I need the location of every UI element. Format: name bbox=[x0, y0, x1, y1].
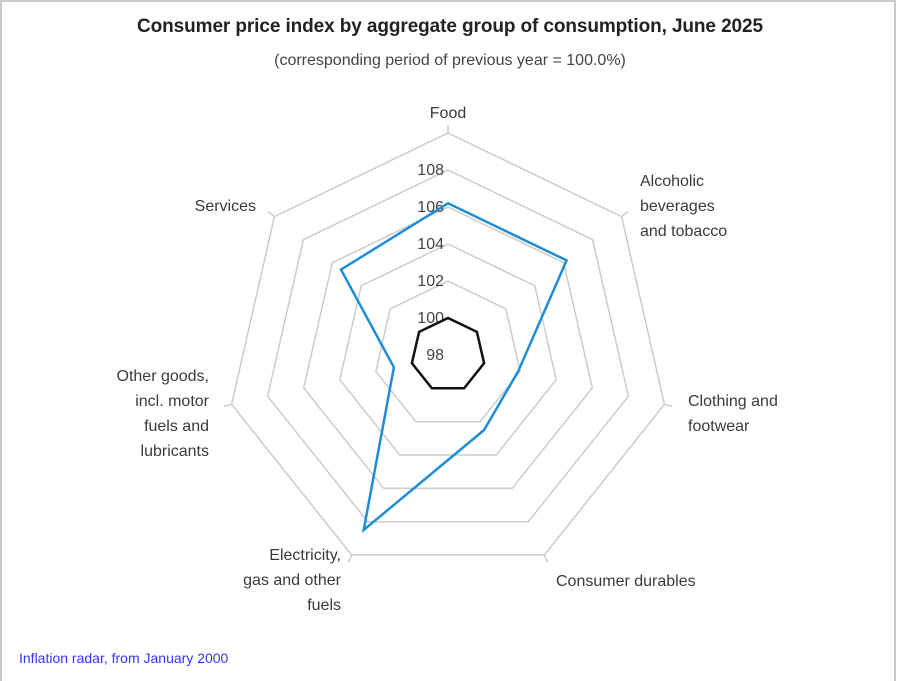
axis-tick-4 bbox=[347, 554, 353, 563]
tick-label: 108 bbox=[417, 162, 444, 179]
category-label: Consumer durables bbox=[556, 573, 696, 590]
inflation-radar-link[interactable]: Inflation radar, from January 2000 bbox=[19, 650, 229, 666]
radar-grid bbox=[223, 125, 673, 563]
grid-ring-108 bbox=[266, 169, 630, 523]
axis-tick-1 bbox=[621, 211, 629, 218]
category-label: Other goods, bbox=[117, 368, 210, 385]
category-labels: Food Alcoholic beverages and tobacco Clothin… bbox=[117, 105, 778, 614]
category-label: Clothing and bbox=[688, 393, 778, 410]
category-label: Alcoholic bbox=[640, 173, 704, 190]
grid-ring-110 bbox=[230, 132, 666, 556]
category-label: fuels and bbox=[144, 418, 209, 435]
tick-label: 102 bbox=[417, 273, 444, 290]
series-line-0 bbox=[339, 201, 569, 534]
series-line-1 bbox=[410, 316, 486, 390]
tick-label: 104 bbox=[417, 236, 444, 253]
axis-tick-3 bbox=[543, 554, 549, 563]
category-label: Food bbox=[430, 105, 466, 122]
category-label: beverages bbox=[640, 198, 715, 215]
category-label: Services bbox=[195, 198, 256, 215]
tick-label: 106 bbox=[417, 199, 444, 216]
tick-label: 100 bbox=[417, 310, 444, 327]
tick-label: 98 bbox=[426, 347, 444, 364]
category-label: gas and other bbox=[243, 572, 342, 589]
category-label: and tobacco bbox=[640, 223, 727, 240]
category-label: Electricity, bbox=[269, 547, 341, 564]
chart-subtitle: (corresponding period of previous year =… bbox=[274, 52, 626, 69]
grid-ring-106 bbox=[302, 206, 594, 490]
category-label: fuels bbox=[307, 597, 341, 614]
axis-tick-2 bbox=[664, 403, 673, 407]
category-label: lubricants bbox=[141, 443, 209, 460]
chart-title: Consumer price index by aggregate group … bbox=[137, 16, 763, 37]
series-group bbox=[339, 201, 569, 534]
category-label: footwear bbox=[688, 418, 750, 435]
axis-tick-6 bbox=[267, 211, 275, 218]
radial-tick-labels: 98 100 102 104 106 108 bbox=[417, 162, 444, 364]
category-label: incl. motor bbox=[135, 393, 209, 410]
grid-ring-102 bbox=[375, 280, 521, 423]
grid-ring-104 bbox=[338, 243, 558, 456]
axis-tick-5 bbox=[223, 403, 232, 407]
